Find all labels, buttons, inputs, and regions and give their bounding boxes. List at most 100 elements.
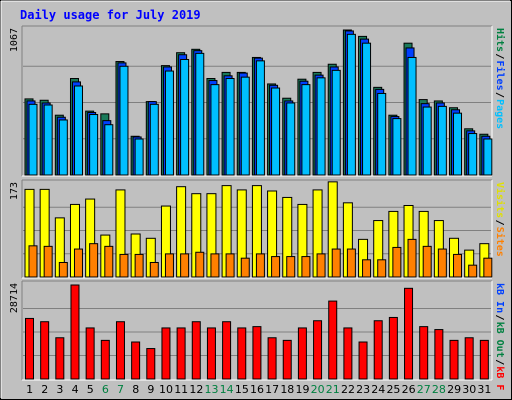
bar-pages — [377, 92, 387, 176]
x-tick-label: 4 — [72, 383, 79, 396]
bar-sites — [468, 264, 478, 278]
x-tick-label: 2 — [41, 383, 48, 396]
bar-pages — [89, 114, 99, 176]
bar-kb-f — [191, 321, 201, 380]
chart-title: Daily usage for July 2019 — [20, 8, 201, 22]
x-tick-label: 22 — [341, 383, 355, 396]
bar-kb-f — [252, 326, 262, 380]
bar-kb-f — [40, 321, 50, 380]
panel-kb-ymax-label: 28714 — [9, 283, 20, 313]
legend-hits: Hits — [494, 28, 506, 52]
bar-pages — [286, 102, 296, 176]
bar-sites — [58, 261, 68, 278]
bar-kb-f — [161, 327, 171, 380]
bar-pages — [437, 105, 447, 176]
x-tick-label: 17 — [265, 383, 279, 396]
legend-files: Files — [494, 61, 506, 91]
bar-kb-f — [146, 348, 156, 380]
bar-pages — [468, 133, 478, 176]
bar-pages — [316, 77, 326, 176]
bar-pages — [407, 56, 417, 176]
x-tick-label: 29 — [447, 383, 461, 396]
bar-sites — [104, 245, 114, 278]
x-tick-label: 9 — [147, 383, 154, 396]
bar-pages — [43, 104, 53, 176]
x-tick-label: 1 — [26, 383, 33, 396]
bar-sites — [119, 253, 129, 278]
bar-sites — [28, 245, 38, 278]
x-tick-label: 11 — [174, 383, 188, 396]
bar-sites — [180, 253, 190, 278]
bar-kb-f — [297, 327, 307, 380]
bar-pages — [240, 76, 250, 176]
bar-kb-f — [479, 339, 489, 380]
bar-pages — [119, 65, 129, 176]
x-tick-label: 7 — [117, 383, 124, 396]
legend-separator: / — [494, 92, 505, 98]
bar-kb-f — [25, 317, 34, 380]
x-tick-label: 8 — [132, 383, 139, 396]
x-tick-label: 24 — [371, 383, 385, 396]
bar-pages — [331, 69, 341, 176]
bar-kb-f — [449, 339, 459, 380]
bar-pages — [164, 70, 174, 176]
x-tick-label: 12 — [189, 383, 203, 396]
bar-kb-f — [222, 321, 232, 380]
bar-kb-f — [343, 327, 353, 380]
bar-pages — [422, 106, 432, 176]
bar-kb-f — [464, 337, 474, 380]
legend-separator: / — [494, 359, 505, 365]
bar-pages — [392, 118, 402, 176]
x-tick-label: 16 — [250, 383, 264, 396]
bar-sites — [392, 246, 402, 278]
bar-pages — [255, 60, 265, 176]
bar-pages — [195, 52, 205, 176]
bar-sites — [240, 257, 250, 278]
bar-pages — [180, 58, 190, 176]
bar-sites — [210, 253, 220, 278]
x-tick-label: 14 — [220, 383, 234, 396]
bar-kb-f — [358, 341, 368, 380]
bar-kb-f — [237, 327, 247, 380]
bar-kb-f — [313, 320, 323, 380]
bar-pages — [149, 103, 159, 176]
bar-sites — [301, 256, 311, 278]
bar-sites — [453, 253, 463, 278]
bar-sites — [422, 245, 432, 278]
x-tick-label: 26 — [402, 383, 416, 396]
bar-pages — [271, 87, 281, 176]
bar-pages — [73, 85, 83, 176]
legend-sites: Sites — [494, 227, 506, 257]
bar-sites — [346, 248, 356, 278]
x-tick-label: 25 — [386, 383, 400, 396]
x-tick-label: 27 — [417, 383, 431, 396]
bar-pages — [362, 42, 372, 176]
bar-kb-f — [85, 327, 95, 380]
legend-visits: Visits — [494, 182, 506, 218]
legend-kb-in: kB In — [494, 283, 505, 313]
bar-sites — [271, 256, 281, 278]
legend-kb-out: kB Out — [494, 322, 505, 358]
bar-kb-f — [100, 339, 110, 380]
bar-sites — [225, 253, 235, 278]
x-tick-label: 19 — [295, 383, 309, 396]
bar-sites — [89, 243, 99, 278]
bar-kb-f — [55, 337, 65, 380]
bar-kb-f — [176, 327, 186, 380]
bar-sites — [43, 245, 53, 278]
bar-sites — [255, 253, 265, 278]
bar-sites — [73, 248, 83, 278]
bar-sites — [316, 253, 326, 278]
bar-sites — [362, 259, 372, 278]
x-tick-label: 31 — [477, 383, 491, 396]
bar-pages — [346, 33, 356, 176]
bar-pages — [483, 138, 493, 176]
bar-sites — [164, 253, 174, 278]
bar-pages — [134, 138, 144, 176]
legend-separator: / — [494, 220, 505, 226]
x-tick-label: 10 — [159, 383, 173, 396]
bar-kb-f — [131, 341, 141, 380]
bar-sites — [483, 257, 493, 278]
bar-pages — [58, 119, 68, 176]
